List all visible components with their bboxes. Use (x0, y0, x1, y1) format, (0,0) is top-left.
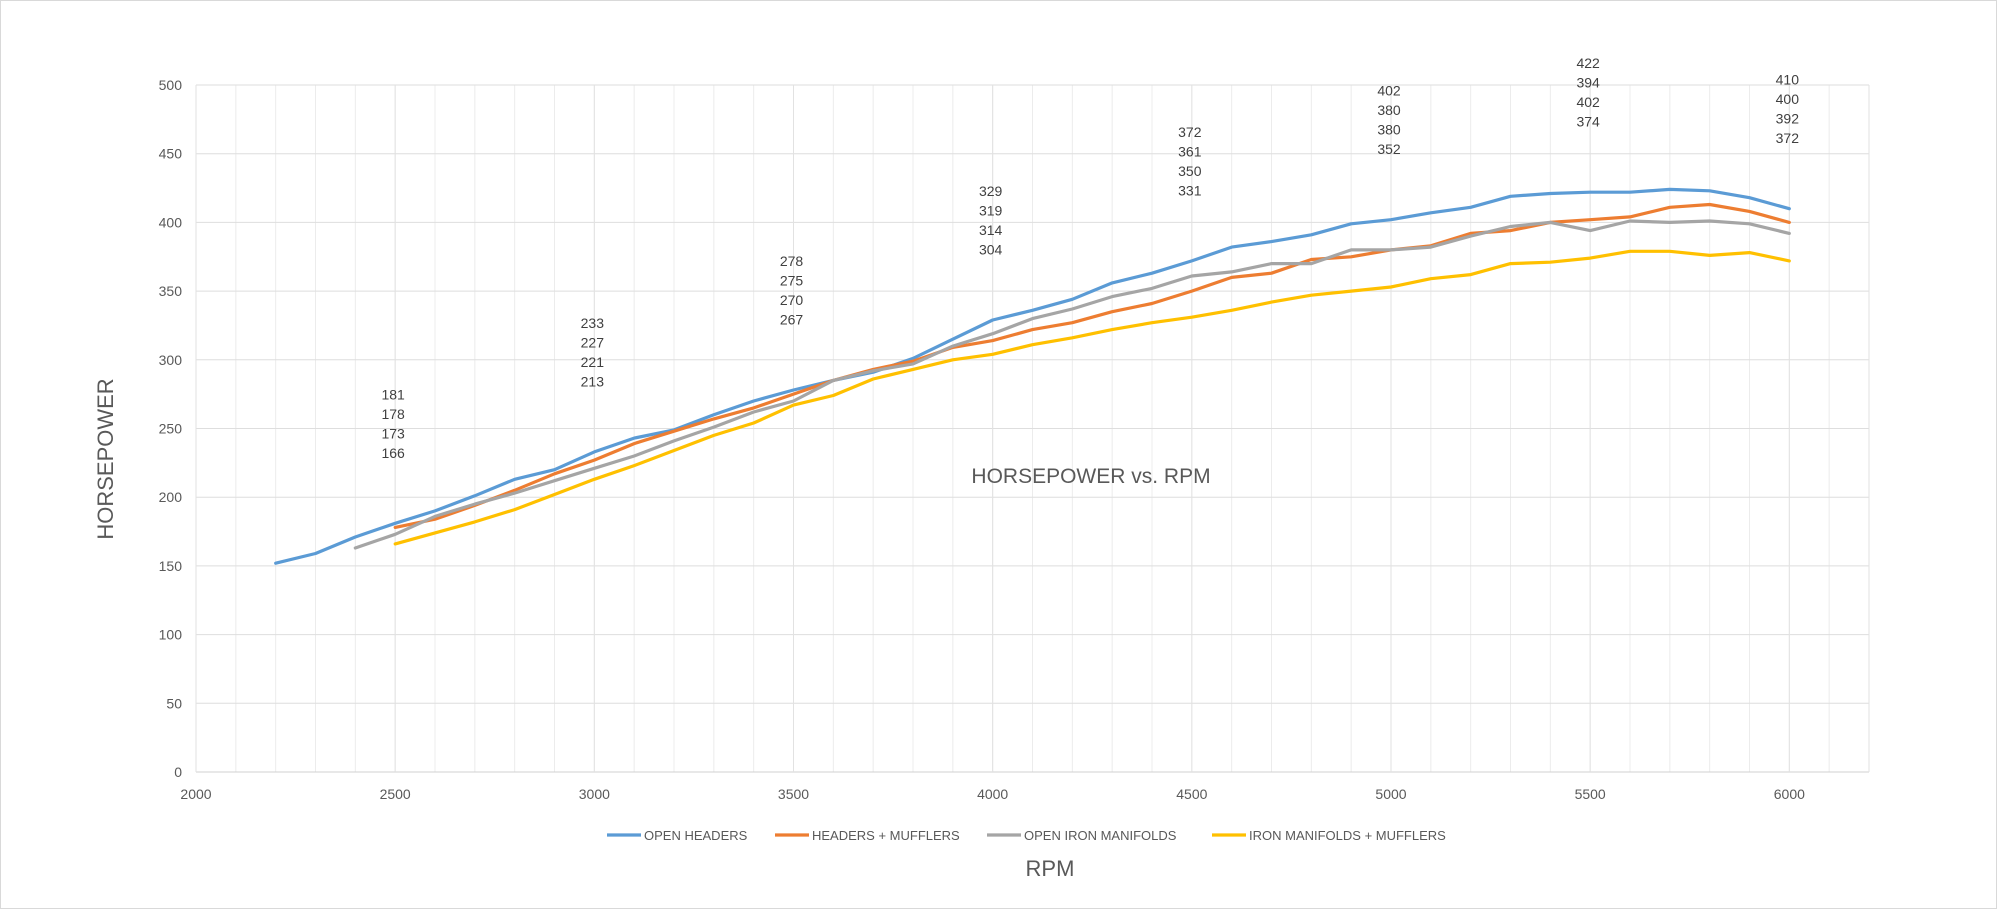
data-annotation-label: 361 (1178, 143, 1202, 159)
x-tick-label: 3500 (778, 786, 809, 802)
data-annotation-label: 213 (581, 373, 605, 389)
x-tick-label: 5000 (1375, 786, 1406, 802)
data-annotation-label: 422 (1576, 55, 1600, 71)
data-annotation-label: 221 (581, 354, 605, 370)
data-annotation-label: 267 (780, 312, 804, 328)
y-tick-label: 0 (174, 764, 182, 780)
legend-label-iron-manifolds-mufflers: IRON MANIFOLDS + MUFFLERS (1249, 828, 1446, 843)
data-annotation-label: 392 (1776, 111, 1800, 127)
y-tick-label: 250 (159, 421, 183, 437)
data-annotation-label: 331 (1178, 182, 1202, 198)
data-annotation-label: 178 (381, 406, 405, 422)
y-axis-ticks: 0 50 100 150 200 250 300 350 400 450 500 (159, 77, 183, 780)
series-lines (274, 187, 1791, 565)
x-tick-label: 4000 (977, 786, 1008, 802)
data-annotation-label: 314 (979, 222, 1003, 238)
legend-label-open-headers: OPEN HEADERS (644, 828, 748, 843)
y-tick-label: 100 (159, 627, 183, 643)
data-annotation-label: 400 (1776, 91, 1800, 107)
chart-title: HORSEPOWER vs. RPM (971, 465, 1210, 488)
major-gridlines (195, 84, 1870, 773)
y-tick-label: 450 (159, 146, 183, 162)
x-axis-title: RPM (1026, 856, 1075, 881)
x-tick-label: 5500 (1575, 786, 1606, 802)
x-tick-label: 2000 (180, 786, 211, 802)
data-annotation-label: 402 (1576, 94, 1600, 110)
data-annotation-label: 402 (1377, 83, 1401, 99)
data-annotation-label: 329 (979, 183, 1003, 199)
legend-label-open-iron-manifolds: OPEN IRON MANIFOLDS (1024, 828, 1177, 843)
legend: OPEN HEADERS HEADERS + MUFFLERS OPEN IRON … (607, 828, 1446, 843)
y-tick-label: 350 (159, 283, 183, 299)
data-annotation-label: 278 (780, 253, 804, 269)
data-annotation-label: 372 (1776, 130, 1800, 146)
data-annotation-label: 304 (979, 241, 1003, 257)
series-line-open-headers (274, 187, 1791, 565)
data-annotation-label: 374 (1576, 114, 1600, 130)
series-line-open-iron-manifolds (353, 219, 1791, 550)
x-axis-ticks: 2000 2500 3000 3500 4000 4500 5000 5500 6000 (180, 786, 1805, 802)
y-tick-label: 400 (159, 214, 183, 230)
data-annotation-label: 380 (1377, 102, 1401, 118)
data-annotation-label: 233 (581, 315, 605, 331)
y-tick-label: 150 (159, 558, 183, 574)
y-tick-label: 50 (166, 695, 182, 711)
data-annotation-label: 270 (780, 292, 804, 308)
data-annotation-label: 227 (581, 334, 605, 350)
data-annotations: 181 178 173 166 233 227 221 213 278 275 270 267 329 3… (381, 55, 1799, 461)
data-annotation-label: 410 (1776, 72, 1800, 88)
x-tick-label: 4500 (1176, 786, 1207, 802)
data-annotation-label: 166 (381, 445, 405, 461)
data-annotation-label: 394 (1576, 75, 1600, 91)
data-annotation-label: 275 (780, 273, 804, 289)
data-annotation-label: 173 (381, 425, 405, 441)
data-annotation-label: 352 (1377, 141, 1401, 157)
y-axis-title: HORSEPOWER (93, 378, 118, 539)
data-annotation-label: 380 (1377, 122, 1401, 138)
legend-label-headers-mufflers: HEADERS + MUFFLERS (812, 828, 960, 843)
series-line-iron-manifolds-mufflers (393, 249, 1791, 546)
y-tick-label: 300 (159, 352, 183, 368)
data-annotation-label: 372 (1178, 124, 1202, 140)
x-tick-label: 2500 (380, 786, 411, 802)
data-annotation-label: 350 (1178, 163, 1202, 179)
x-tick-label: 3000 (579, 786, 610, 802)
y-tick-label: 200 (159, 489, 183, 505)
data-annotation-label: 319 (979, 202, 1003, 218)
y-tick-label: 500 (159, 77, 183, 93)
series-line-headers-mufflers (393, 202, 1791, 530)
x-tick-label: 6000 (1774, 786, 1805, 802)
data-annotation-label: 181 (381, 386, 405, 402)
